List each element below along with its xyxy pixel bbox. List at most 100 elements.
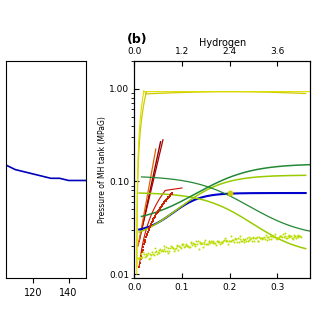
Point [267,234,272,239]
Point [154,212,159,217]
Point [149,249,155,254]
Point [179,242,184,247]
Point [142,239,147,244]
Point [221,238,227,243]
Point [276,236,281,241]
Point [164,249,169,254]
Point [208,239,213,244]
Point [163,249,168,254]
Point [162,200,167,205]
Point [217,242,222,247]
Point [234,236,239,241]
Point [258,235,263,240]
Point [167,193,172,198]
Point [218,240,223,245]
Point [221,239,226,244]
Point [216,239,221,244]
Point [199,241,204,246]
Point [152,246,157,251]
Point [295,233,300,238]
Point [172,248,177,253]
Point [235,239,240,244]
Point [241,238,246,243]
Point [261,235,266,240]
Point [280,232,285,237]
Point [154,211,159,216]
Point [287,233,292,238]
Point [169,191,174,196]
Point [177,244,182,250]
X-axis label: Hydrogen: Hydrogen [199,37,246,48]
Point [233,236,238,241]
Point [238,234,243,239]
Point [198,241,203,246]
Point [156,248,161,253]
Point [283,233,288,238]
Point [209,240,214,245]
Point [149,253,154,258]
Point [293,236,299,241]
Point [197,240,202,245]
Point [240,237,245,242]
Point [158,205,163,211]
Point [160,248,165,253]
Point [207,239,212,244]
Point [212,240,218,245]
Point [289,235,294,240]
Point [175,244,180,249]
Point [170,245,175,251]
Point [159,248,164,253]
Point [246,234,251,239]
Point [157,206,162,212]
Point [140,250,146,255]
Point [224,238,229,243]
Point [164,244,169,250]
Point [253,236,259,241]
Point [291,234,296,239]
Point [202,240,207,245]
Point [166,250,171,255]
Point [189,240,194,245]
Point [158,249,164,254]
Point [239,238,244,243]
Point [290,236,295,241]
Point [298,235,303,240]
Point [143,237,148,242]
Point [225,238,230,244]
Point [294,233,299,238]
Point [183,242,188,247]
Point [170,190,175,196]
Point [223,238,228,243]
Point [195,242,200,247]
Point [266,234,271,239]
Point [289,234,294,239]
Point [220,240,225,245]
Point [146,227,151,232]
Point [147,255,152,260]
Point [282,230,287,235]
Point [226,242,231,247]
Point [144,253,149,258]
Point [189,242,195,247]
Point [140,255,145,260]
Point [228,234,233,239]
Point [139,253,144,258]
Point [148,252,153,257]
Point [205,241,210,246]
Point [251,234,256,239]
Point [165,196,170,201]
Point [212,240,217,245]
Point [272,232,277,237]
Point [160,202,165,207]
Point [196,246,201,252]
Point [181,245,187,250]
Point [142,254,147,259]
Point [140,247,145,252]
Point [281,235,286,240]
Point [137,254,142,259]
Point [145,253,150,258]
Point [155,250,160,255]
Point [236,240,241,245]
Point [237,236,242,241]
Point [137,260,142,265]
